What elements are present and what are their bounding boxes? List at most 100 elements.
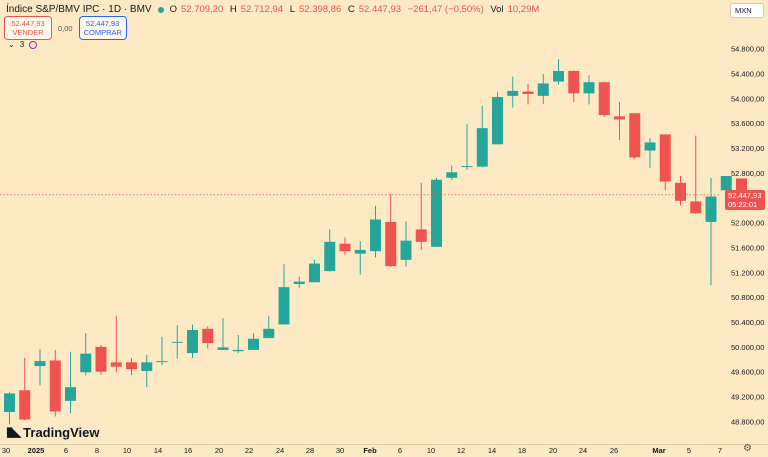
candle-down[interactable]	[598, 82, 610, 116]
candles-layer	[4, 59, 747, 425]
y-tick-label: 48.800,00	[731, 417, 764, 426]
candle-up[interactable]	[278, 287, 290, 325]
sell-label: VENDER	[12, 28, 44, 37]
candle-up[interactable]	[400, 240, 412, 260]
x-tick-label: 6	[64, 446, 68, 455]
candle-down[interactable]	[126, 362, 137, 370]
candle-down[interactable]	[95, 346, 107, 372]
x-tick-label: Mar	[652, 446, 665, 455]
logo-text: TradingView	[23, 424, 100, 440]
buy-price: 52.447,93	[85, 19, 120, 28]
y-tick-label: 49.600,00	[731, 368, 764, 377]
x-tick-label: 30	[2, 446, 10, 455]
candle-up[interactable]	[537, 83, 549, 96]
candle-down[interactable]	[568, 71, 580, 94]
candle-up[interactable]	[4, 393, 15, 413]
y-tick-label: 54.000,00	[731, 94, 764, 103]
candle-up[interactable]	[80, 353, 92, 373]
x-tick-label: 18	[518, 446, 526, 455]
volume-value: 10,29M	[507, 4, 540, 15]
candle-up[interactable]	[141, 362, 153, 372]
candle-up[interactable]	[232, 349, 244, 352]
open-value: 52.709,20	[181, 4, 224, 15]
candle-up[interactable]	[248, 338, 259, 350]
settings-icon[interactable]: ⚙	[743, 443, 752, 454]
candle-up[interactable]	[492, 97, 503, 145]
candle-down[interactable]	[110, 362, 122, 367]
candle-down[interactable]	[736, 178, 747, 195]
candle-up[interactable]	[34, 361, 46, 367]
candle-up[interactable]	[446, 172, 458, 178]
indicator-icon	[29, 40, 38, 49]
candle-up[interactable]	[171, 341, 183, 343]
y-axis[interactable]: 54.800,00 54.400,00 54.000,00 53.600,00 53.2…	[731, 45, 764, 427]
candle-down[interactable]	[614, 116, 625, 120]
sell-button[interactable]: 52.447,93 VENDER	[4, 16, 52, 40]
y-tick-label: 51.200,00	[731, 268, 764, 277]
candle-up[interactable]	[507, 90, 519, 96]
candle-up[interactable]	[553, 71, 564, 82]
candle-down[interactable]	[675, 182, 686, 201]
chevron-down-icon: ⌄	[8, 40, 15, 49]
candle-up[interactable]	[583, 82, 595, 94]
x-tick-label: 26	[610, 446, 618, 455]
candle-down[interactable]	[49, 360, 61, 412]
candle-down[interactable]	[385, 221, 397, 267]
x-axis[interactable]: 30 2025 6 8 10 14 16 20 22 24 28 30 Feb 6 10 12 14 18 20 24…	[2, 446, 722, 455]
y-tick-label: 52.000,00	[731, 219, 764, 228]
candle-down[interactable]	[339, 243, 351, 252]
indicators-toggle[interactable]: ⌄ 3	[8, 40, 38, 49]
candle-up[interactable]	[263, 328, 275, 339]
high-value: 52.712,94	[240, 4, 284, 15]
candle-up[interactable]	[324, 241, 336, 272]
x-tick-label: 2025	[28, 446, 45, 455]
candle-up[interactable]	[476, 128, 488, 167]
change-value: −261,47 (−0,50%)	[407, 4, 484, 15]
candle-up[interactable]	[720, 175, 732, 191]
y-tick-label: 52.800,00	[731, 169, 764, 178]
candle-up[interactable]	[370, 219, 381, 252]
x-tick-label: 24	[276, 446, 284, 455]
candle-up[interactable]	[705, 196, 717, 222]
candle-down[interactable]	[659, 134, 671, 182]
candle-down[interactable]	[202, 328, 214, 344]
x-tick-label: Feb	[363, 446, 377, 455]
candle-up[interactable]	[644, 142, 656, 151]
x-tick-label: 16	[184, 446, 192, 455]
candle-down[interactable]	[19, 390, 31, 420]
x-tick-label: 28	[306, 446, 314, 455]
candle-up[interactable]	[309, 263, 320, 283]
last-price-value: 52.447,93	[728, 190, 762, 200]
candle-up[interactable]	[156, 361, 168, 363]
y-tick-label: 50.400,00	[731, 318, 764, 327]
candle-down[interactable]	[522, 91, 534, 94]
currency-selector[interactable]: MXN	[730, 3, 764, 18]
candle-up[interactable]	[461, 166, 473, 168]
candle-down[interactable]	[690, 201, 702, 214]
low-value: 52.398,86	[298, 4, 342, 15]
symbol-title[interactable]: Índice S&P/BMV IPC · 1D · BMV	[6, 4, 152, 15]
x-tick-label: 5	[687, 446, 691, 455]
y-tick-label: 53.600,00	[731, 119, 764, 128]
y-tick-label: 50.000,00	[731, 343, 764, 352]
y-tick-label: 54.400,00	[731, 69, 764, 78]
last-price-label: 52.447,93 05:22:01	[725, 189, 765, 210]
candle-down[interactable]	[415, 229, 427, 242]
x-tick-label: 22	[245, 446, 253, 455]
tradingview-logo[interactable]: ▮◣ TradingView	[6, 424, 100, 440]
candle-up[interactable]	[65, 387, 76, 401]
candle-up[interactable]	[217, 347, 229, 350]
low-label: L	[289, 4, 295, 15]
buy-button[interactable]: 52.447,93 COMPRAR	[78, 16, 127, 40]
close-value: 52.447,93	[358, 4, 402, 15]
candle-up[interactable]	[187, 330, 198, 354]
tradingview-logo-icon: ▮◣	[6, 424, 21, 439]
candle-up[interactable]	[431, 179, 442, 247]
x-tick-label: 14	[488, 446, 496, 455]
candle-down[interactable]	[629, 113, 641, 158]
candle-up[interactable]	[354, 249, 366, 254]
open-label: O	[169, 4, 177, 15]
x-tick-label: 20	[549, 446, 557, 455]
candle-up[interactable]	[293, 281, 305, 285]
